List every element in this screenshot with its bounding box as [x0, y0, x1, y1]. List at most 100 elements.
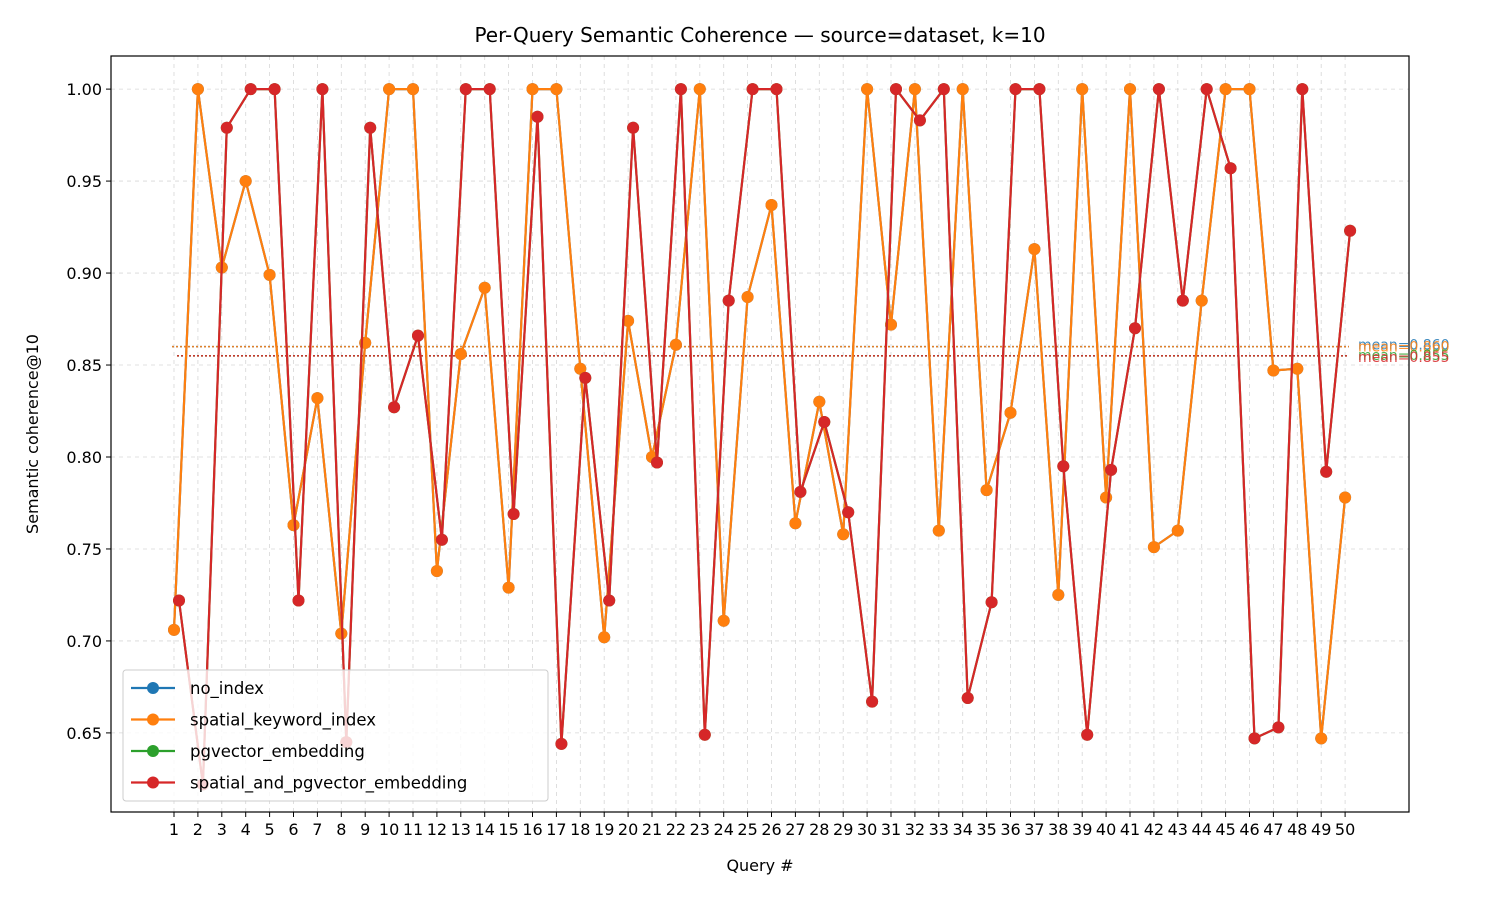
- x-tick-label: 31: [881, 820, 901, 839]
- series-lines: [168, 83, 1357, 791]
- data-point: [311, 392, 324, 405]
- data-point: [1315, 732, 1328, 745]
- data-point: [818, 416, 831, 428]
- data-point: [168, 623, 180, 636]
- data-point: [1057, 460, 1070, 473]
- data-point: [598, 631, 611, 644]
- data-point: [287, 519, 300, 532]
- legend-entry-label: spatial_keyword_index: [190, 711, 376, 731]
- x-axis-label: Query #: [726, 856, 793, 875]
- x-tick-label: 15: [498, 820, 518, 839]
- legend-swatch-marker: [147, 713, 159, 726]
- data-point: [813, 395, 826, 408]
- data-point: [430, 565, 443, 577]
- x-tick-label: 3: [217, 820, 227, 839]
- data-point: [1124, 83, 1136, 96]
- data-point: [1291, 362, 1304, 375]
- data-point: [627, 121, 640, 134]
- data-point: [765, 199, 778, 211]
- data-point: [651, 456, 663, 469]
- data-point: [794, 485, 807, 498]
- data-point: [842, 506, 855, 519]
- data-point: [173, 594, 185, 607]
- x-tick-label: 9: [360, 820, 370, 839]
- data-point: [908, 83, 921, 96]
- x-tick-label: 21: [642, 820, 662, 839]
- x-tick-label: 47: [1263, 820, 1283, 839]
- y-tick-label: 0.80: [66, 448, 102, 467]
- x-tick-label: 45: [1215, 820, 1235, 839]
- chart-title: Per-Query Semantic Coherence — source=da…: [474, 23, 1045, 47]
- data-point: [837, 528, 850, 541]
- data-point: [1176, 294, 1189, 307]
- x-tick-label: 6: [288, 820, 298, 839]
- data-point: [579, 371, 592, 384]
- data-point: [1009, 83, 1022, 96]
- x-tick-label: 49: [1311, 820, 1331, 839]
- x-tick-label: 19: [594, 820, 614, 839]
- data-point: [555, 737, 568, 750]
- data-point: [722, 294, 735, 307]
- y-tick-label: 0.85: [66, 356, 102, 375]
- data-point: [574, 362, 587, 375]
- data-point: [239, 175, 252, 188]
- data-point: [1004, 406, 1017, 419]
- x-tick-label: 4: [241, 820, 251, 839]
- data-point: [961, 692, 974, 704]
- data-point: [1272, 721, 1285, 734]
- x-tick-label: 17: [546, 820, 566, 839]
- x-tick-label: 24: [714, 820, 734, 839]
- y-tick-label: 0.75: [66, 540, 102, 559]
- plot-frame: [110, 55, 1410, 813]
- data-point: [1129, 322, 1141, 335]
- x-tick-label: 16: [522, 820, 542, 839]
- legend-swatch-marker: [147, 776, 159, 789]
- data-point: [268, 83, 281, 96]
- data-point: [1339, 491, 1352, 504]
- data-point: [1152, 83, 1165, 96]
- series-spatial_and_pgvector_embedding: [173, 83, 1357, 791]
- data-point: [603, 594, 616, 607]
- y-tick-label: 0.70: [66, 632, 102, 651]
- x-tick-label: 32: [905, 820, 925, 839]
- legend-swatch-marker: [147, 682, 159, 694]
- x-tick-label: 38: [1048, 820, 1068, 839]
- data-point: [770, 83, 783, 96]
- data-point: [388, 401, 401, 414]
- data-point: [1076, 83, 1089, 96]
- data-point: [693, 83, 706, 96]
- data-point: [1344, 224, 1357, 237]
- y-axis-label: Semantic coherence@10: [23, 334, 42, 534]
- mean-label: mean=0.855: [1358, 350, 1450, 366]
- x-tick-label: 14: [475, 820, 495, 839]
- x-tick-label: 33: [929, 820, 949, 839]
- data-point: [316, 83, 329, 96]
- x-tick-label: 50: [1335, 820, 1355, 839]
- x-tick-label: 34: [953, 820, 973, 839]
- legend-box: [122, 669, 549, 802]
- data-point: [937, 83, 950, 96]
- x-tick-label: 20: [618, 820, 638, 839]
- data-point: [412, 329, 424, 342]
- mean-label: mean=0.860: [1358, 338, 1450, 354]
- x-tick-label: 44: [1192, 820, 1212, 839]
- x-tick-label: 26: [761, 820, 781, 839]
- data-point: [550, 83, 563, 96]
- x-tick-label: 1: [169, 820, 179, 839]
- x-tick-label: 10: [379, 820, 399, 839]
- data-point: [454, 348, 467, 360]
- legend-entry-label: pgvector_embedding: [190, 742, 365, 762]
- data-point: [502, 581, 515, 594]
- data-point: [1105, 463, 1118, 476]
- mean-label: mean=0.860: [1358, 340, 1450, 356]
- x-tick-label: 11: [403, 820, 423, 839]
- data-point: [1200, 83, 1213, 96]
- data-point: [531, 110, 544, 123]
- legend: no_index spatial_keyword_index pgvector_em…: [122, 669, 549, 802]
- data-point: [407, 83, 419, 96]
- x-tick-label: 5: [265, 820, 275, 839]
- data-point: [1219, 83, 1232, 96]
- data-point: [364, 121, 377, 134]
- data-point: [980, 484, 993, 497]
